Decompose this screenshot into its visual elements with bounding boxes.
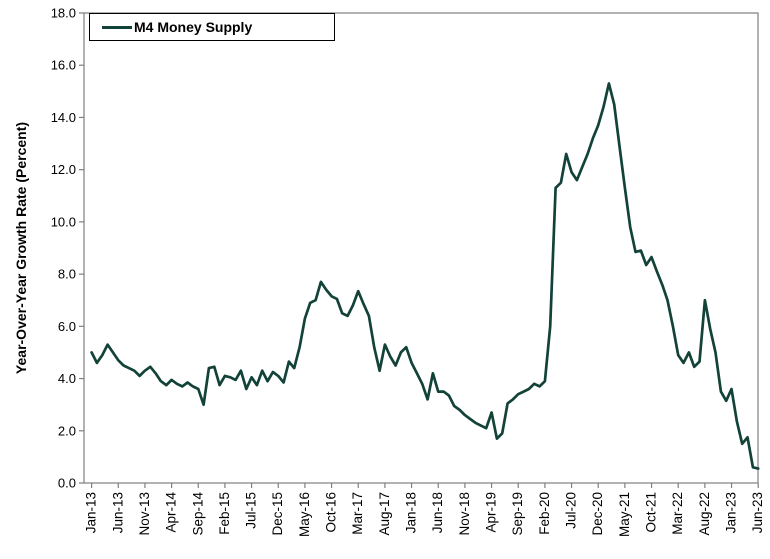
x-tick-label: May-16 [297,492,312,537]
y-tick-label: 18.0 [51,6,76,21]
x-tick-label: Jan-18 [404,492,419,533]
x-tick-label: Aug-22 [697,492,712,536]
x-tick-label: Mar-22 [670,492,685,535]
x-tick-label: Jun-18 [430,492,445,533]
x-tick-label: Dec-20 [590,492,605,536]
x-tick-label: Oct-21 [644,492,659,533]
x-tick-label: Jul-20 [564,492,579,529]
y-tick-label: 8.0 [58,267,76,282]
plot-frame [83,12,759,484]
legend: M4 Money Supply [89,13,335,41]
x-tick-label: Aug-17 [377,492,392,536]
x-tick-label: Jan-13 [84,492,99,533]
m4-money-supply-line [90,82,760,470]
x-tick-label: Oct-16 [324,492,339,533]
x-tick-label: Mar-17 [350,492,365,535]
y-tick-label: 4.0 [58,371,76,386]
x-tick-label: Jun-23 [750,492,765,533]
y-tick-label: 16.0 [51,58,76,73]
x-tick-label: Jun-13 [110,492,125,533]
y-tick-label: 0.0 [58,476,76,491]
x-tick-label: Nov-13 [137,492,152,536]
x-tick-label: Sep-19 [510,492,525,536]
x-tick-label: Apr-19 [484,492,499,533]
x-tick-label: Nov-18 [457,492,472,536]
x-tick-label: Sep-14 [190,492,205,536]
y-axis-title: Year-Over-Year Growth Rate (Percent) [13,121,29,375]
legend-line-swatch [102,25,132,29]
x-tick-label: Feb-20 [537,492,552,535]
x-tick-label: Jul-15 [244,492,259,529]
y-tick-label: 14.0 [51,110,76,125]
legend-label: M4 Money Supply [134,19,253,35]
y-tick-label: 2.0 [58,423,76,438]
y-tick-label: 10.0 [51,214,76,229]
y-tick-label: 12.0 [51,162,76,177]
x-tick-label: Feb-15 [217,492,232,535]
y-tick-label: 6.0 [58,319,76,334]
x-tick-label: Apr-14 [164,492,179,533]
x-tick-label: Dec-15 [270,492,285,536]
x-tick-label: May-21 [617,492,632,537]
x-tick-label: Jan-23 [724,492,739,533]
